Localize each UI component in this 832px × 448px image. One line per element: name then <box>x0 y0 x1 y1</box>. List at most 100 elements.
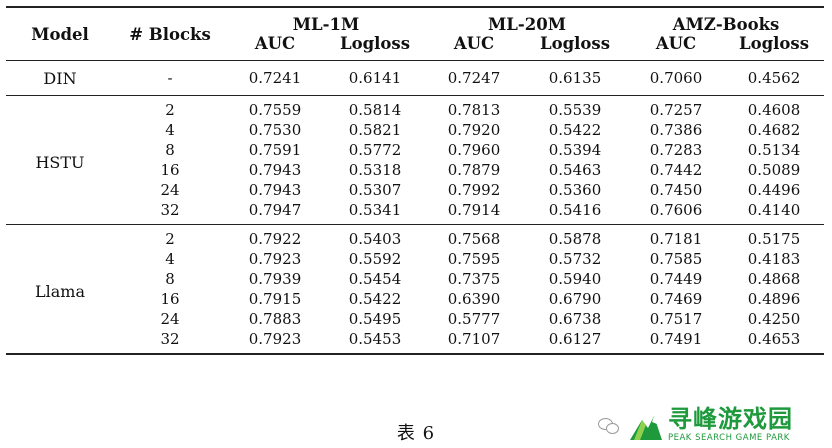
blocks-cell: 24 <box>160 181 180 199</box>
header-metric-auc: AUC <box>254 34 296 53</box>
value-cell: 0.4140 <box>747 201 801 219</box>
value-cell: 0.5307 <box>348 181 402 199</box>
table-row-din: DIN - 0.7241 0.6141 0.7247 0.6135 0.7060… <box>6 60 825 96</box>
blocks-cell: 32 <box>160 330 180 348</box>
value-cell: 0.7386 <box>649 121 703 139</box>
header-metric-auc: AUC <box>655 34 697 53</box>
value-cell: 0.7923 <box>248 250 302 268</box>
value-cell: 0.7923 <box>248 330 302 348</box>
value-cell: 0.7595 <box>447 250 501 268</box>
value-cell: 0.7568 <box>447 230 501 248</box>
table-row: 32 0.7923 0.5453 0.7107 0.6127 0.7491 0.4653 <box>6 329 825 354</box>
value-cell: 0.4682 <box>747 121 801 139</box>
blocks-cell: 2 <box>165 101 175 119</box>
results-table: Model # Blocks ML-1M ML-20M AMZ-Books AU… <box>6 6 825 355</box>
blocks-cell: 8 <box>165 141 175 159</box>
blocks-cell: 2 <box>165 230 175 248</box>
value-cell: 0.4183 <box>747 250 801 268</box>
table-row: 24 0.7883 0.5495 0.5777 0.6738 0.7517 0.4250 <box>6 309 824 329</box>
value-cell: 0.7943 <box>248 181 302 199</box>
value-cell: 0.5403 <box>348 230 402 248</box>
blocks-cell: 4 <box>165 250 175 268</box>
value-cell: 0.7247 <box>447 69 501 87</box>
value-cell: 0.5814 <box>348 101 402 119</box>
value-cell: 0.7442 <box>649 161 703 179</box>
header-dataset-ml-20m: ML-20M <box>488 15 566 34</box>
header-blocks: # Blocks <box>129 24 211 44</box>
value-cell: 0.6127 <box>548 330 602 348</box>
watermark-logo: 寻峰游戏园 PEAK SEARCH GAME PARK <box>598 404 828 446</box>
value-cell: 0.5175 <box>747 230 801 248</box>
value-cell: 0.7992 <box>447 181 501 199</box>
value-cell: 0.5539 <box>548 101 602 119</box>
value-cell: 0.6390 <box>447 290 501 308</box>
value-cell: 0.5341 <box>348 201 402 219</box>
value-cell: 0.7257 <box>649 101 703 119</box>
table-caption: 表 6 <box>396 423 436 444</box>
value-cell: 0.4896 <box>747 290 801 308</box>
value-cell: 0.5495 <box>348 310 402 328</box>
value-cell: 0.7585 <box>649 250 703 268</box>
value-cell: 0.4250 <box>747 310 801 328</box>
blocks-cell: - <box>167 69 173 87</box>
value-cell: 0.4608 <box>747 101 801 119</box>
value-cell: 0.5422 <box>548 121 602 139</box>
value-cell: 0.7915 <box>248 290 302 308</box>
value-cell: 0.5732 <box>548 250 602 268</box>
value-cell: 0.4496 <box>747 181 801 199</box>
table-row: 4 0.7923 0.5592 0.7595 0.5732 0.7585 0.4183 <box>6 249 824 269</box>
value-cell: 0.7914 <box>447 201 501 219</box>
value-cell: 0.7181 <box>649 230 703 248</box>
blocks-cell: 24 <box>160 310 180 328</box>
table-row: 8 0.7591 0.5772 0.7960 0.5394 0.7283 0.5134 <box>6 140 824 160</box>
watermark-name-en: PEAK SEARCH GAME PARK <box>668 433 790 444</box>
value-cell: 0.7283 <box>649 141 703 159</box>
table-row: HSTU 2 0.7559 0.5814 0.7813 0.5539 0.7257 0.460… <box>6 95 825 172</box>
value-cell: 0.7813 <box>447 101 501 119</box>
value-cell: 0.7947 <box>248 201 302 219</box>
value-cell: 0.5453 <box>348 330 402 348</box>
table-row: 16 0.7943 0.5318 0.7879 0.5463 0.7442 0.5089 <box>6 160 824 180</box>
watermark-brand: 寻峰游戏园 PEAK SEARCH GAME PARK <box>668 407 793 443</box>
value-cell: 0.5592 <box>348 250 402 268</box>
value-cell: 0.5394 <box>548 141 602 159</box>
value-cell: 0.5422 <box>348 290 402 308</box>
value-cell: 0.7450 <box>649 181 703 199</box>
value-cell: 0.7491 <box>649 330 703 348</box>
table-row: 16 0.7915 0.5422 0.6390 0.6790 0.7469 0.4896 <box>6 289 824 309</box>
value-cell: 0.7920 <box>447 121 501 139</box>
wechat-icon <box>598 417 620 435</box>
value-cell: 0.7530 <box>248 121 302 139</box>
value-cell: 0.5777 <box>447 310 501 328</box>
value-cell: 0.4562 <box>747 69 801 87</box>
value-cell: 0.5878 <box>548 230 602 248</box>
watermark-name-cn: 寻峰游戏园 <box>668 405 793 434</box>
value-cell: 0.5089 <box>747 161 801 179</box>
table-row: 32 0.7947 0.5341 0.7914 0.5416 0.7606 0.4140 <box>6 200 824 225</box>
header-row-metrics: AUC Logloss AUC Logloss AUC Logloss <box>6 34 824 61</box>
value-cell: 0.7960 <box>447 141 501 159</box>
value-cell: 0.7517 <box>649 310 703 328</box>
model-cell: DIN <box>43 68 77 88</box>
blocks-cell: 8 <box>165 270 175 288</box>
value-cell: 0.7922 <box>248 230 302 248</box>
value-cell: 0.6135 <box>548 69 602 87</box>
header-metric-logloss: Logloss <box>540 34 610 53</box>
blocks-cell: 16 <box>160 161 180 179</box>
value-cell: 0.7943 <box>248 161 302 179</box>
table-body: DIN - 0.7241 0.6141 0.7247 0.6135 0.7060… <box>6 60 825 354</box>
value-cell: 0.7060 <box>649 69 703 87</box>
header-metric-logloss: Logloss <box>340 34 410 53</box>
value-cell: 0.5454 <box>348 270 402 288</box>
value-cell: 0.5318 <box>348 161 402 179</box>
blocks-cell: 4 <box>165 121 175 139</box>
value-cell: 0.7559 <box>248 101 302 119</box>
value-cell: 0.5134 <box>747 141 801 159</box>
header-metric-auc: AUC <box>453 34 495 53</box>
value-cell: 0.4868 <box>747 270 801 288</box>
table-header: Model # Blocks ML-1M ML-20M AMZ-Books AU… <box>6 7 825 61</box>
results-table-container: Model # Blocks ML-1M ML-20M AMZ-Books AU… <box>6 6 825 355</box>
table-row: 24 0.7943 0.5307 0.7992 0.5360 0.7450 0.4496 <box>6 180 824 200</box>
value-cell: 0.7939 <box>248 270 302 288</box>
model-cell: Llama <box>35 281 85 301</box>
